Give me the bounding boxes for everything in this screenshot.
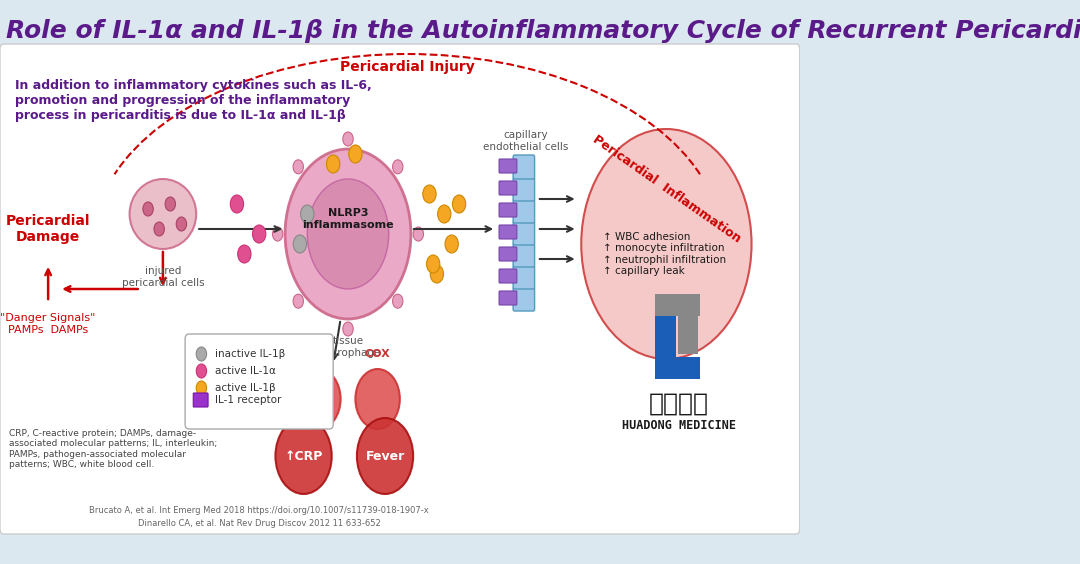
- Circle shape: [414, 227, 423, 241]
- Text: Pericardial  Inflammation: Pericardial Inflammation: [590, 133, 743, 245]
- Circle shape: [154, 222, 164, 236]
- Circle shape: [197, 381, 206, 395]
- FancyBboxPatch shape: [513, 287, 535, 311]
- Text: Fever: Fever: [365, 450, 405, 462]
- FancyBboxPatch shape: [513, 155, 535, 179]
- FancyBboxPatch shape: [513, 243, 535, 267]
- FancyBboxPatch shape: [193, 393, 208, 407]
- Text: capillary
endothelial cells: capillary endothelial cells: [483, 130, 568, 152]
- Circle shape: [300, 205, 314, 223]
- Text: Pericardial Injury: Pericardial Injury: [340, 60, 474, 74]
- FancyBboxPatch shape: [656, 357, 700, 379]
- Circle shape: [581, 129, 752, 359]
- Text: 华东医药: 华东医药: [649, 392, 708, 416]
- Circle shape: [143, 202, 153, 216]
- FancyBboxPatch shape: [185, 334, 334, 429]
- Circle shape: [342, 132, 353, 146]
- Circle shape: [349, 145, 362, 163]
- Circle shape: [326, 155, 340, 173]
- Circle shape: [285, 149, 411, 319]
- Text: active IL-1β: active IL-1β: [215, 383, 275, 393]
- FancyBboxPatch shape: [499, 291, 517, 305]
- Circle shape: [230, 195, 244, 213]
- Text: Brucato A, et al. Int Emerg Med 2018 https://doi.org/10.1007/s11739-018-1907-x: Brucato A, et al. Int Emerg Med 2018 htt…: [90, 506, 429, 515]
- Text: In addition to inflammatory cytokines such as IL-6,
promotion and progression of: In addition to inflammatory cytokines su…: [15, 79, 372, 122]
- FancyBboxPatch shape: [513, 221, 535, 245]
- Text: HUADONG MEDICINE: HUADONG MEDICINE: [622, 419, 735, 432]
- Text: "Danger Signals"
PAMPs  DAMPs: "Danger Signals" PAMPs DAMPs: [0, 313, 96, 335]
- Ellipse shape: [130, 179, 197, 249]
- Circle shape: [238, 245, 251, 263]
- Text: CRP, C-reactive protein; DAMPs, damage-
associated molecular patterns; IL, inter: CRP, C-reactive protein; DAMPs, damage- …: [9, 429, 217, 469]
- Circle shape: [197, 347, 206, 361]
- Circle shape: [308, 179, 389, 289]
- Circle shape: [422, 185, 436, 203]
- FancyBboxPatch shape: [656, 294, 700, 316]
- Circle shape: [342, 322, 353, 336]
- Text: IL-6: IL-6: [307, 349, 330, 359]
- Circle shape: [392, 294, 403, 308]
- Circle shape: [272, 227, 283, 241]
- FancyBboxPatch shape: [513, 199, 535, 223]
- Circle shape: [293, 160, 303, 174]
- Circle shape: [437, 205, 451, 223]
- FancyBboxPatch shape: [499, 203, 517, 217]
- Circle shape: [453, 195, 465, 213]
- Circle shape: [293, 235, 307, 253]
- FancyBboxPatch shape: [0, 44, 799, 534]
- Text: inactive IL-1β: inactive IL-1β: [215, 349, 285, 359]
- Circle shape: [392, 160, 403, 174]
- Circle shape: [176, 217, 187, 231]
- Text: COX: COX: [365, 349, 391, 359]
- Text: Role of IL-1α and IL-1β in the Autoinflammatory Cycle of Recurrent Pericarditis: Role of IL-1α and IL-1β in the Autoinfla…: [5, 19, 1080, 43]
- Text: ↑ WBC adhesion
↑ monocyte infiltration
↑ neutrophil infiltration
↑ capillary lea: ↑ WBC adhesion ↑ monocyte infiltration ↑…: [604, 232, 727, 276]
- FancyBboxPatch shape: [499, 159, 517, 173]
- FancyBboxPatch shape: [499, 181, 517, 195]
- FancyBboxPatch shape: [513, 265, 535, 289]
- Text: Dinarello CA, et al. Nat Rev Drug Discov 2012 11 633-652: Dinarello CA, et al. Nat Rev Drug Discov…: [138, 519, 380, 528]
- Circle shape: [430, 265, 444, 283]
- Text: active IL-1α: active IL-1α: [215, 366, 275, 376]
- FancyBboxPatch shape: [499, 269, 517, 283]
- Text: NLRP3
inflammasome: NLRP3 inflammasome: [302, 208, 394, 230]
- Circle shape: [293, 294, 303, 308]
- Circle shape: [445, 235, 458, 253]
- Text: ↑CRP: ↑CRP: [284, 450, 323, 462]
- FancyBboxPatch shape: [499, 225, 517, 239]
- FancyBboxPatch shape: [677, 314, 699, 354]
- Text: IL-1 receptor: IL-1 receptor: [215, 395, 281, 405]
- Circle shape: [355, 369, 400, 429]
- Circle shape: [275, 418, 332, 494]
- Text: injured
pericardial cells: injured pericardial cells: [122, 266, 204, 288]
- Text: Pericardial
Damage: Pericardial Damage: [5, 214, 91, 244]
- Circle shape: [427, 255, 440, 273]
- FancyBboxPatch shape: [499, 247, 517, 261]
- FancyBboxPatch shape: [513, 177, 535, 201]
- Circle shape: [356, 418, 414, 494]
- Circle shape: [165, 197, 175, 211]
- Circle shape: [253, 225, 266, 243]
- FancyBboxPatch shape: [656, 314, 676, 379]
- Circle shape: [197, 364, 206, 378]
- Text: tissue
macrophage: tissue macrophage: [315, 336, 380, 358]
- Circle shape: [296, 369, 340, 429]
